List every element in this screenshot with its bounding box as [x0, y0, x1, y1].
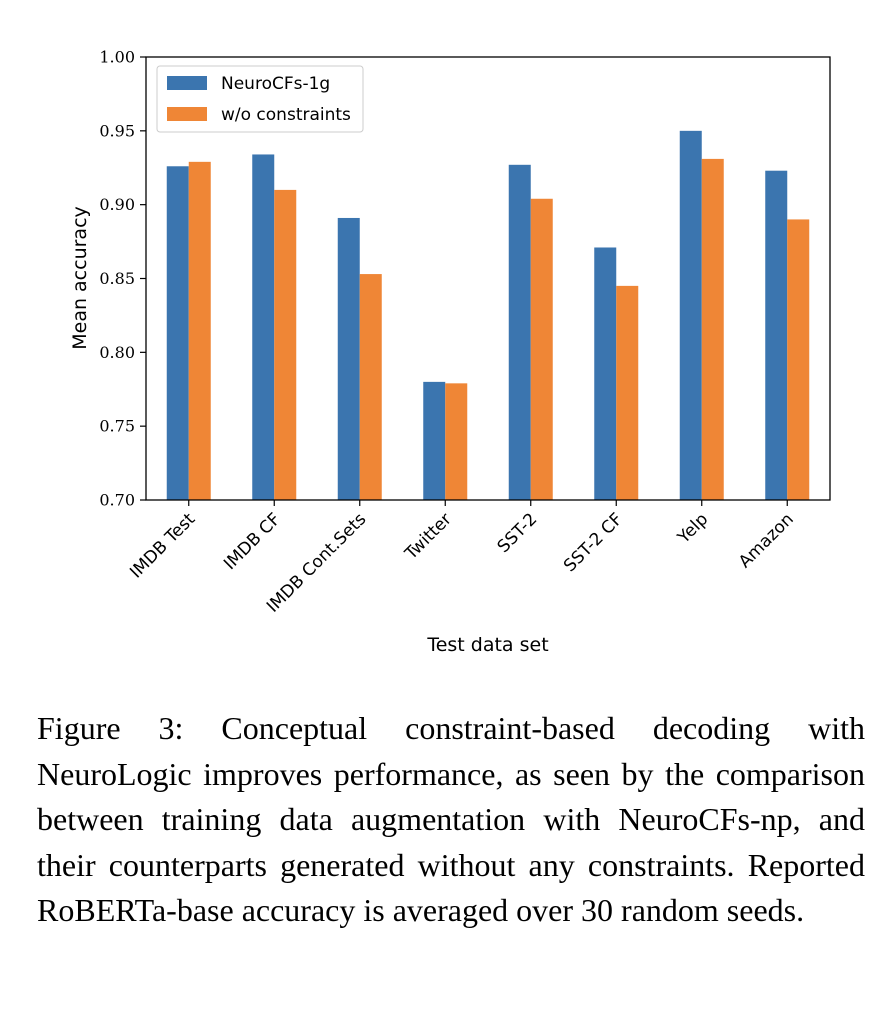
bar-chart: 0.70 0.75 0.80 0.85 0.90 0.95 1.00 IMDB Test IM…	[69, 48, 831, 656]
bar-neurocfs-7	[765, 170, 788, 500]
bar-neurocfs-4	[508, 164, 531, 501]
x-tick-label: Amazon	[735, 509, 798, 572]
y-axis-label: Mean accuracy	[69, 206, 91, 350]
bar-neurocfs-5	[594, 247, 617, 500]
bar-wo-constraints-7	[787, 219, 810, 500]
y-tick-label: 1.00	[99, 48, 135, 67]
figure-caption: Figure 3: Conceptual constraint-based de…	[37, 710, 865, 928]
bar-neurocfs-3	[423, 381, 446, 500]
bar-wo-constraints-4	[530, 198, 553, 500]
x-axis-label: Test data set	[426, 634, 548, 656]
x-tick-label: SST-2	[494, 509, 542, 557]
x-tick-label: Yelp	[673, 509, 712, 548]
bar-neurocfs-0	[166, 166, 189, 500]
bar-wo-constraints-5	[616, 285, 639, 500]
x-tick-label: SST-2 CF	[560, 509, 627, 576]
bar-wo-constraints-0	[188, 161, 211, 500]
legend-box	[156, 65, 364, 133]
y-tick-label: 0.95	[99, 121, 135, 140]
legend-label-wo-constraints: w/o constraints	[221, 105, 351, 125]
bar-wo-constraints-2	[359, 274, 382, 500]
y-tick-label: 0.90	[99, 195, 135, 214]
legend-swatch-neurocfs	[167, 76, 207, 90]
legend: NeuroCFs-1g w/o constraints	[156, 65, 364, 133]
x-tick-label: IMDB CF	[220, 509, 285, 574]
bar-neurocfs-6	[679, 130, 702, 500]
bar-neurocfs-2	[337, 217, 360, 500]
y-tick-label: 0.70	[99, 491, 135, 510]
bar-wo-constraints-3	[445, 383, 468, 500]
y-tick-label: 0.85	[99, 269, 135, 288]
y-tick-label: 0.80	[99, 343, 135, 362]
legend-swatch-wo-constraints	[167, 107, 207, 121]
x-tick-label: Twitter	[401, 509, 456, 564]
bar-wo-constraints-6	[701, 158, 724, 500]
x-tick-label: IMDB Test	[126, 509, 199, 582]
legend-label-neurocfs: NeuroCFs-1g	[221, 74, 330, 94]
bar-wo-constraints-1	[274, 189, 297, 500]
y-tick-label: 0.75	[99, 417, 135, 436]
bar-chart-figure: 0.70 0.75 0.80 0.85 0.90 0.95 1.00 IMDB Test IM…	[69, 48, 831, 656]
bar-neurocfs-1	[252, 154, 275, 500]
